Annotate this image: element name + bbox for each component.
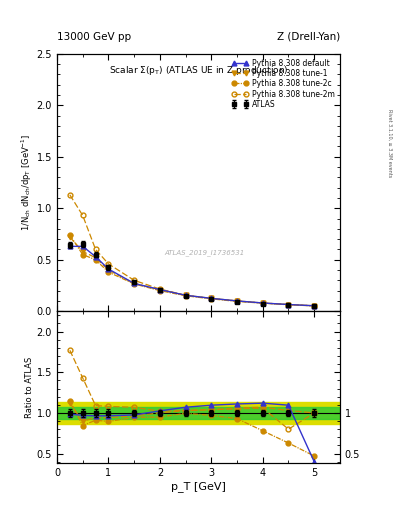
Text: Rivet 3.1.10, ≥ 3.3M events: Rivet 3.1.10, ≥ 3.3M events (387, 109, 392, 178)
Pythia 8.308 tune-2m (68, 192, 72, 198)
Pythia 8.308 tune-2c (183, 293, 188, 299)
Text: 13000 GeV pp: 13000 GeV pp (57, 32, 131, 42)
Y-axis label: Ratio to ATLAS: Ratio to ATLAS (25, 357, 34, 418)
Line: Pythia 8.308 default: Pythia 8.308 default (68, 244, 317, 308)
Pythia 8.308 tune-2c (261, 300, 265, 306)
Pythia 8.308 tune-1 (286, 302, 291, 308)
Pythia 8.308 tune-1 (106, 267, 111, 273)
Text: ATLAS_2019_I1736531: ATLAS_2019_I1736531 (165, 249, 245, 257)
Pythia 8.308 tune-2c (106, 269, 111, 275)
Pythia 8.308 tune-2c (80, 251, 85, 258)
Pythia 8.308 tune-2c (286, 302, 291, 308)
Pythia 8.308 default (209, 295, 214, 302)
Pythia 8.308 default (132, 281, 136, 287)
Pythia 8.308 tune-1 (312, 303, 317, 309)
Pythia 8.308 tune-2c (235, 298, 239, 305)
Pythia 8.308 tune-1 (235, 298, 239, 304)
Line: Pythia 8.308 tune-2m: Pythia 8.308 tune-2m (68, 193, 317, 308)
Pythia 8.308 default (68, 243, 72, 249)
Bar (57, 407, 340, 419)
Pythia 8.308 tune-2c (209, 296, 214, 302)
Pythia 8.308 default (261, 300, 265, 306)
Pythia 8.308 default (183, 292, 188, 298)
Pythia 8.308 default (80, 243, 85, 249)
Bar (57, 402, 340, 424)
Pythia 8.308 tune-2m (132, 278, 136, 284)
Legend: Pythia 8.308 default, Pythia 8.308 tune-1, Pythia 8.308 tune-2c, Pythia 8.308 tu: Pythia 8.308 default, Pythia 8.308 tune-… (230, 57, 336, 110)
Pythia 8.308 default (106, 266, 111, 272)
Pythia 8.308 default (93, 253, 98, 260)
Pythia 8.308 default (235, 298, 239, 304)
Pythia 8.308 tune-2c (93, 257, 98, 263)
Pythia 8.308 tune-2m (235, 298, 239, 304)
Pythia 8.308 tune-2m (209, 295, 214, 302)
Pythia 8.308 tune-1 (261, 300, 265, 306)
Line: Pythia 8.308 tune-1: Pythia 8.308 tune-1 (68, 234, 317, 308)
Pythia 8.308 tune-1 (209, 295, 214, 302)
Pythia 8.308 tune-2m (286, 302, 291, 308)
Pythia 8.308 default (286, 302, 291, 308)
Pythia 8.308 default (158, 287, 162, 293)
Text: Z (Drell-Yan): Z (Drell-Yan) (277, 32, 340, 42)
Pythia 8.308 tune-2m (158, 286, 162, 292)
Pythia 8.308 tune-1 (183, 292, 188, 298)
Line: Pythia 8.308 tune-2c: Pythia 8.308 tune-2c (68, 232, 317, 308)
Pythia 8.308 tune-2m (261, 300, 265, 306)
Pythia 8.308 tune-2m (183, 292, 188, 298)
Pythia 8.308 default (312, 303, 317, 309)
Y-axis label: 1/N$_{\mathsf{ch}}$ dN$_{\mathsf{ch}}$/dp$_\mathsf{T}$ [GeV$^{-1}$]: 1/N$_{\mathsf{ch}}$ dN$_{\mathsf{ch}}$/d… (19, 134, 34, 231)
Pythia 8.308 tune-2c (312, 303, 317, 309)
Pythia 8.308 tune-1 (80, 248, 85, 254)
Text: mcplots.cern.ch [arXiv:1306.3436]: mcplots.cern.ch [arXiv:1306.3436] (392, 265, 393, 350)
Pythia 8.308 tune-2m (312, 303, 317, 309)
Pythia 8.308 tune-1 (93, 254, 98, 261)
X-axis label: p_T [GeV]: p_T [GeV] (171, 481, 226, 492)
Pythia 8.308 tune-1 (132, 281, 136, 287)
Pythia 8.308 tune-2m (80, 212, 85, 219)
Pythia 8.308 tune-1 (158, 287, 162, 293)
Pythia 8.308 tune-2m (106, 261, 111, 267)
Pythia 8.308 tune-2c (132, 281, 136, 287)
Pythia 8.308 tune-2c (158, 288, 162, 294)
Text: Scalar $\Sigma$(p$_\mathsf{T}$) (ATLAS UE in Z production): Scalar $\Sigma$(p$_\mathsf{T}$) (ATLAS U… (108, 64, 288, 77)
Pythia 8.308 tune-1 (68, 234, 72, 240)
Pythia 8.308 tune-2m (93, 246, 98, 252)
Pythia 8.308 tune-2c (68, 232, 72, 238)
